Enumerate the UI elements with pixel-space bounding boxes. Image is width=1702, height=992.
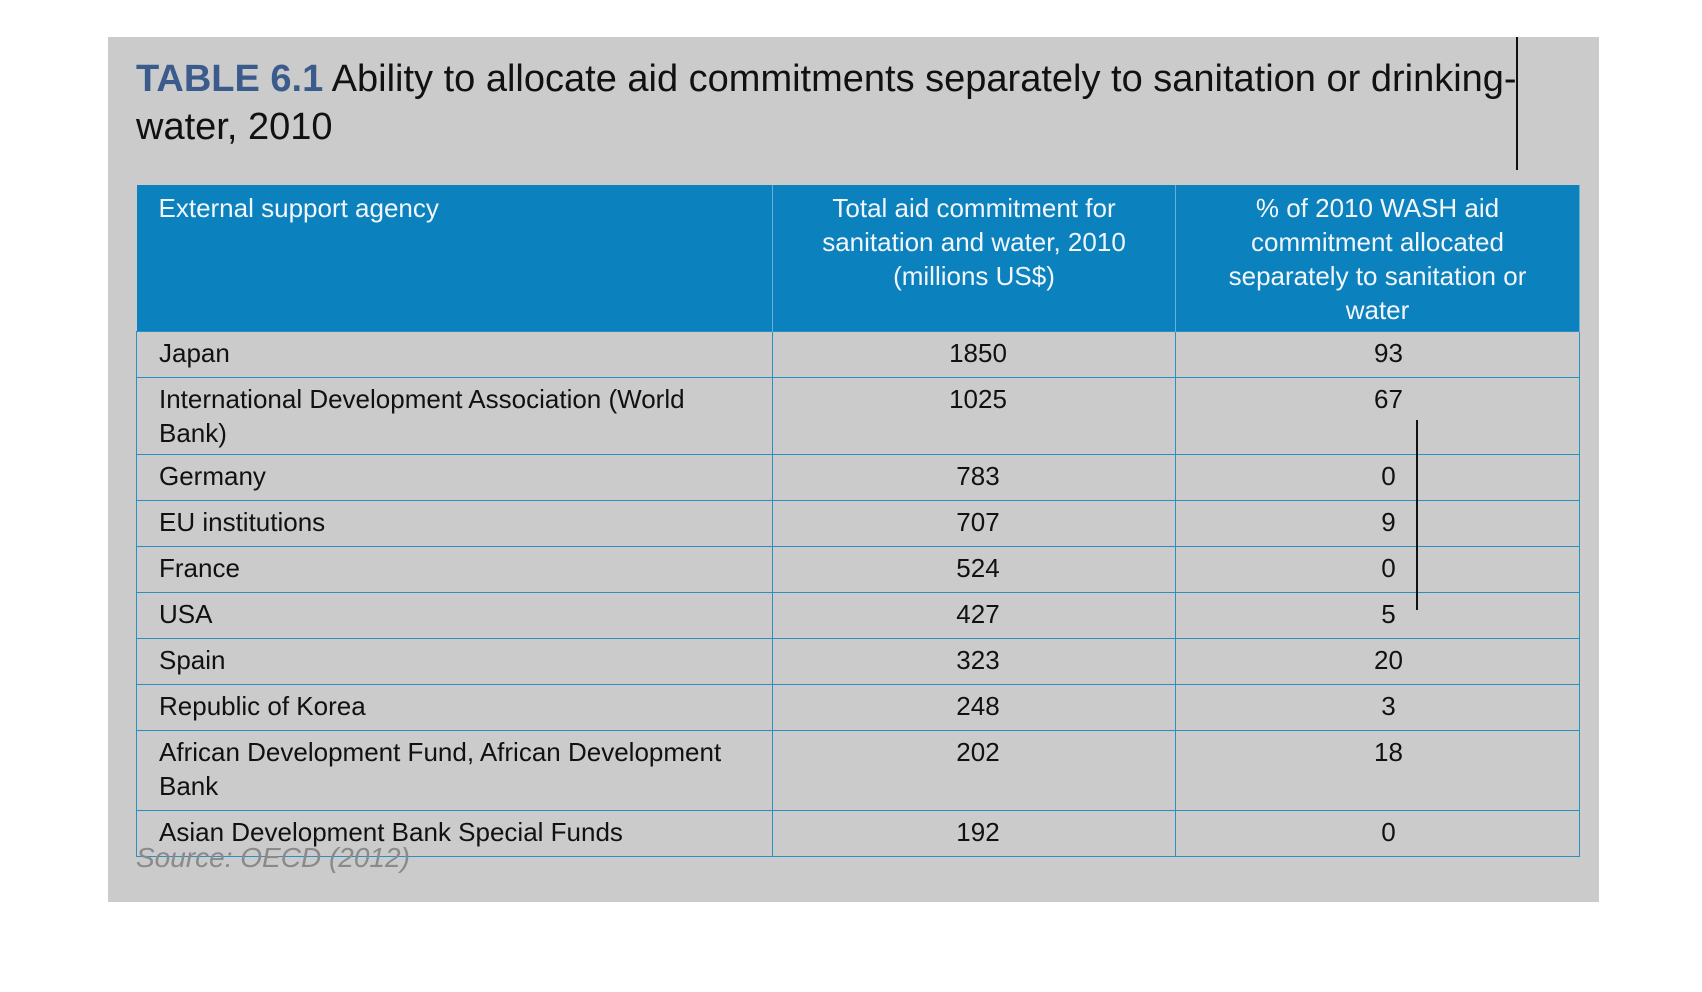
agency-name: USA <box>136 592 773 639</box>
total-commitment: 427 <box>772 592 1176 639</box>
percent-allocated: 93 <box>1175 331 1580 378</box>
agency-name: Germany <box>136 454 773 501</box>
percent-allocated: 0 <box>1175 454 1580 501</box>
percent-allocated: 5 <box>1175 592 1580 639</box>
total-commitment: 783 <box>772 454 1176 501</box>
percent-allocated: 3 <box>1175 684 1580 731</box>
text-cursor-column <box>1416 420 1418 610</box>
table-row: International Development Association (W… <box>136 377 1580 455</box>
agency-name: France <box>136 546 773 593</box>
total-commitment: 1850 <box>772 331 1176 378</box>
total-commitment: 524 <box>772 546 1176 593</box>
text-cursor-title <box>1516 37 1518 170</box>
percent-allocated: 0 <box>1175 810 1580 857</box>
agency-name: International Development Association (W… <box>136 377 773 455</box>
table-row: African Development Fund, African Develo… <box>136 730 1580 811</box>
table-row: France 524 0 <box>136 546 1580 593</box>
total-commitment: 707 <box>772 500 1176 547</box>
percent-allocated: 18 <box>1175 730 1580 811</box>
total-commitment: 1025 <box>772 377 1176 455</box>
percent-allocated: 9 <box>1175 500 1580 547</box>
agency-name: Spain <box>136 638 773 685</box>
agency-name: Japan <box>136 331 773 378</box>
agency-name: Republic of Korea <box>136 684 773 731</box>
percent-allocated: 20 <box>1175 638 1580 685</box>
table-title: TABLE 6.1 Ability to allocate aid commit… <box>136 55 1576 151</box>
header-total-commitment: Total aid commitment for sanitation and … <box>772 185 1176 332</box>
table-row: Asian Development Bank Special Funds 192… <box>136 810 1580 857</box>
table-row: USA 427 5 <box>136 592 1580 639</box>
table-number: TABLE 6.1 <box>136 58 324 100</box>
source-note: Source: OECD (2012) <box>136 842 410 873</box>
table-caption: Ability to allocate aid commitments sepa… <box>136 58 1517 148</box>
total-commitment: 192 <box>772 810 1176 857</box>
data-table-container: External support agency Total aid commit… <box>136 185 1580 857</box>
total-commitment: 323 <box>772 638 1176 685</box>
header-percent-allocated: % of 2010 WASH aid commitment allocated … <box>1175 185 1580 332</box>
total-commitment: 202 <box>772 730 1176 811</box>
aid-commitment-table: External support agency Total aid commit… <box>136 185 1580 857</box>
total-commitment: 248 <box>772 684 1176 731</box>
agency-name: Asian Development Bank Special Funds <box>136 810 773 857</box>
percent-allocated: 0 <box>1175 546 1580 593</box>
table-row: EU institutions 707 9 <box>136 500 1580 547</box>
table-row: Japan 1850 93 <box>136 331 1580 378</box>
table-header-row: External support agency Total aid commit… <box>136 185 1580 332</box>
percent-allocated: 67 <box>1175 377 1580 455</box>
agency-name: African Development Fund, African Develo… <box>136 730 773 811</box>
table-figure-panel: TABLE 6.1 Ability to allocate aid commit… <box>108 37 1599 902</box>
table-row: Germany 783 0 <box>136 454 1580 501</box>
agency-name: EU institutions <box>136 500 773 547</box>
table-row: Republic of Korea 248 3 <box>136 684 1580 731</box>
header-agency: External support agency <box>136 185 773 332</box>
table-row: Spain 323 20 <box>136 638 1580 685</box>
